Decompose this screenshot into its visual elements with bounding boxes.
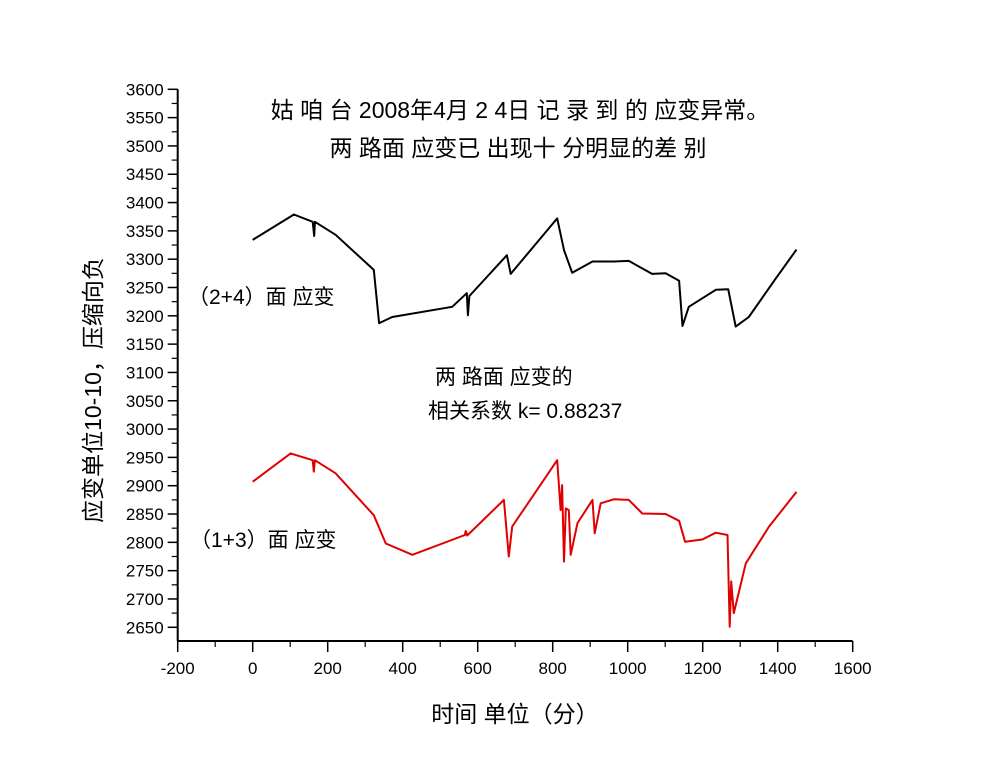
x-tick-label: 400: [389, 659, 417, 678]
y-tick-label: 2900: [126, 477, 164, 496]
y-tick-label: 3300: [126, 250, 164, 269]
axes: 2650 2700 2750 2800 2850 2900 2950 3000 3050 3100…: [126, 80, 872, 678]
y-tick-label: 3150: [126, 335, 164, 354]
x-tick-label: 1000: [609, 659, 647, 678]
y-tick-label: 2800: [126, 533, 164, 552]
y-tick-label: 2950: [126, 448, 164, 467]
y-tick-label: 3200: [126, 307, 164, 326]
series-line-1-3: [252, 452, 798, 628]
y-tick-label: 3050: [126, 392, 164, 411]
y-tick-label: 3450: [126, 165, 164, 184]
x-tick-label: 0: [248, 659, 257, 678]
series-label-1-3: （1+3）面 应变: [190, 529, 336, 552]
chart-title-line1: 姑 咱 台 2008年4月 2 4日 记 录 到 的 应变异常。: [271, 97, 769, 123]
y-tick-label: 3100: [126, 363, 164, 382]
x-tick-label: 1200: [684, 659, 722, 678]
y-tick-label: 3250: [126, 279, 164, 298]
x-tick-label: 1600: [834, 659, 872, 678]
y-tick-label: 3000: [126, 420, 164, 439]
correlation-label-line2: 相关系数 k= 0.88237: [428, 400, 622, 423]
y-tick-label: 3500: [126, 137, 164, 156]
x-tick-label: 800: [539, 659, 567, 678]
series-group: [252, 213, 798, 628]
y-tick-label: 3350: [126, 222, 164, 241]
x-axis-title: 时间 单位（分）: [431, 701, 598, 727]
y-tick-label: 3400: [126, 194, 164, 213]
y-tick-label: 2650: [126, 618, 164, 637]
y-tick-label: 3600: [126, 80, 164, 99]
correlation-label-line1: 两 路面 应变的: [435, 366, 573, 389]
series-label-2-4: （2+4）面 应变: [188, 286, 334, 309]
x-tick-label: -200: [161, 659, 195, 678]
y-tick-label: 2850: [126, 505, 164, 524]
y-tick-label: 2750: [126, 562, 164, 581]
y-tick-label: 2700: [126, 590, 164, 609]
series-line-2-4: [252, 213, 798, 328]
y-axis-title: 应变单位10-10，压缩向负: [80, 257, 106, 523]
x-tick-label: 1400: [759, 659, 797, 678]
chart-title-line2: 两 路面 应变已 出现十 分明显的差 别: [330, 135, 707, 161]
y-tick-label: 3550: [126, 109, 164, 128]
x-tick-label: 600: [464, 659, 492, 678]
x-tick-label: 200: [314, 659, 342, 678]
